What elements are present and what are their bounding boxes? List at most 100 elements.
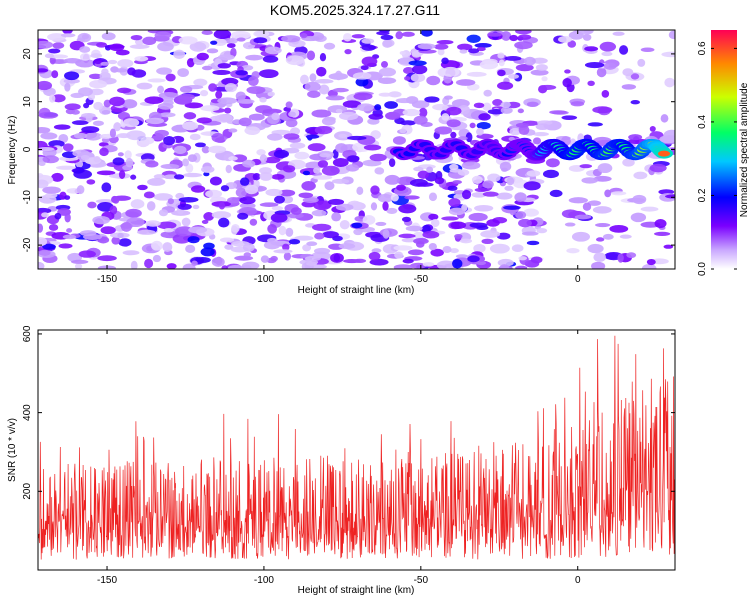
spectrogram-cell (152, 254, 162, 263)
spectrogram-cell (514, 192, 527, 202)
spectrogram-cell (273, 249, 293, 254)
spectrogram-cell (260, 255, 270, 263)
spectrogram-cell (417, 43, 436, 50)
spectrogram-cell (125, 208, 142, 218)
spectrogram-cell (229, 37, 238, 44)
spectrogram-cell (203, 212, 215, 221)
spectrogram-cell (332, 149, 339, 159)
spectrogram-cell (492, 99, 503, 107)
spectrogram-ytick-label: -20 (22, 237, 33, 252)
spectrogram-cell (468, 48, 480, 54)
spectrogram-cell (51, 172, 64, 182)
spectrogram-cell (130, 34, 143, 41)
spectrogram-cell (434, 43, 449, 50)
snr-ytick-label: 400 (22, 404, 33, 421)
spectrogram-cell (504, 56, 522, 61)
spectrogram-cell (120, 221, 132, 232)
spectrogram-cell (424, 96, 440, 103)
spectrogram-ytick-label: 10 (22, 96, 33, 108)
spectrogram-cell (66, 228, 73, 233)
colorbar-tick-label: 0.0 (697, 262, 708, 276)
spectrogram-cell (227, 197, 240, 204)
spectrogram-cell (239, 196, 256, 205)
spectrogram-cell (394, 251, 404, 259)
spectrogram-cell (374, 167, 385, 175)
spectrogram-ytick-label: -10 (22, 190, 33, 205)
spectrogram-cell (535, 64, 548, 71)
spectrogram-cell (500, 101, 511, 109)
spectrogram-cell (153, 193, 173, 201)
spectrogram-cell (157, 102, 174, 110)
spectrogram-cell (225, 164, 232, 174)
spectrogram-cell (333, 253, 341, 262)
spectrogram-cell (175, 192, 185, 200)
spectrogram-cell (271, 174, 285, 180)
spectrogram-cell (630, 212, 647, 223)
spectrogram-cell (42, 155, 59, 164)
spectrogram-cell (398, 204, 417, 214)
spectrogram-cell (496, 192, 513, 200)
spectrogram-cell (263, 156, 281, 164)
spectrogram-cell (73, 132, 88, 139)
spectrogram-cell (335, 108, 343, 114)
spectrogram-cell (84, 132, 102, 141)
spectrogram-cell (125, 157, 134, 168)
spectrogram-cell (236, 37, 246, 42)
spectrogram-cell (331, 178, 350, 184)
spectrogram-cell (211, 132, 225, 143)
spectrogram-cell (668, 30, 675, 40)
spectrogram-cell (599, 41, 617, 52)
spectrogram-cell (92, 120, 104, 126)
spectrogram-cell (509, 34, 519, 42)
spectrogram-cell (208, 83, 218, 92)
spectrogram-cell (392, 136, 406, 145)
spectrogram-cell (562, 78, 572, 88)
spectrogram-cell (413, 115, 428, 125)
spectrogram-cell (212, 69, 231, 76)
spectrogram-cell (654, 219, 667, 229)
spectrogram-cell (49, 94, 56, 103)
spectrogram-cell (338, 243, 356, 250)
spectrogram-cell (362, 215, 376, 225)
spectrogram-cell (518, 218, 532, 228)
spectrogram-cell (411, 50, 422, 58)
spectrogram-cell (234, 255, 254, 261)
spectrogram-cell (45, 192, 58, 199)
spectrogram-cell (361, 56, 378, 67)
spectrogram-cell (518, 256, 528, 261)
spectrogram-cell (592, 106, 613, 114)
snr-frame (37, 329, 676, 571)
spectrogram-cell (307, 143, 326, 152)
spectrogram-cell (335, 143, 348, 153)
spectrogram-cell (309, 73, 317, 82)
signal-trace (389, 138, 674, 161)
spectrogram-cell (476, 260, 486, 266)
spectrogram-cell (244, 126, 261, 135)
spectrogram-cell (521, 231, 539, 236)
spectrogram-cell (401, 216, 412, 223)
spectrogram-cell (508, 136, 515, 141)
spectrogram-cell (378, 67, 397, 77)
spectrogram-cell (478, 113, 491, 121)
spectrogram-cell (542, 169, 560, 179)
spectrogram-cell (312, 223, 332, 232)
spectrogram-cell (64, 71, 80, 81)
spectrogram-cell (228, 156, 238, 161)
spectrogram-cell (344, 49, 352, 55)
spectrogram-cell (201, 219, 209, 224)
spectrogram-cell (574, 214, 592, 220)
spectrogram-cell (432, 103, 449, 111)
spectrogram-cell (347, 155, 360, 163)
spectrogram-xlabel: Height of straight line (km) (298, 285, 415, 296)
spectrogram-cell (509, 127, 521, 136)
spectrogram-cell (322, 231, 339, 239)
spectrogram-cell (417, 170, 429, 179)
colorbar-tick-label: 0.2 (697, 188, 708, 202)
spectrogram-cell (413, 238, 429, 245)
spectrogram-cell (459, 238, 473, 244)
spectrogram-cell (71, 109, 80, 115)
spectrogram-cell (487, 173, 501, 182)
spectrogram-cell (87, 201, 97, 209)
spectrogram-cell (461, 189, 472, 200)
spectrogram-cell (411, 64, 428, 75)
